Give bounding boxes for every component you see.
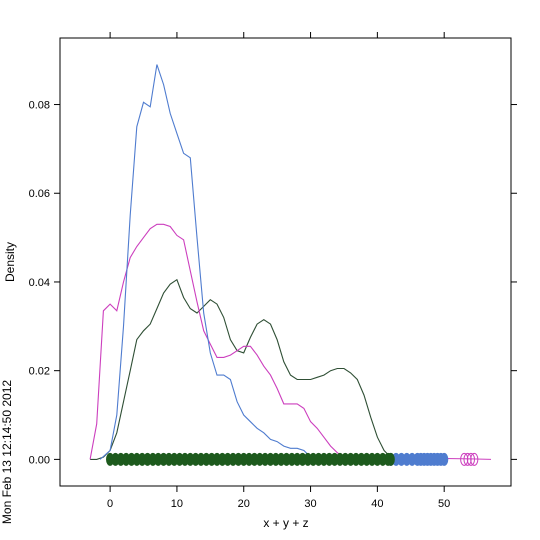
rug-point — [466, 452, 476, 466]
y-tick-label: 0.08 — [29, 100, 50, 112]
timestamp-label: Mon Feb 13 12:14:50 2012 — [0, 380, 14, 524]
y-tick-label: 0.00 — [29, 454, 50, 466]
x-tick-label: 50 — [438, 498, 450, 510]
rug-point — [463, 452, 472, 466]
x-tick-label: 20 — [238, 498, 250, 510]
y-tick-label: 0.06 — [29, 188, 50, 200]
rug-point — [470, 452, 479, 466]
rug-point — [460, 452, 469, 466]
y-tick-label: 0.02 — [29, 366, 50, 378]
rug-layer — [106, 452, 479, 466]
y-tick-label: 0.04 — [29, 277, 50, 289]
x-tick-label: 0 — [107, 498, 113, 510]
x-tick-label: 10 — [171, 498, 183, 510]
plot-frame — [59, 37, 512, 487]
density-line — [99, 64, 311, 460]
rug-point — [386, 452, 395, 466]
series-layer — [89, 64, 492, 460]
y-axis-label: Density — [3, 242, 17, 282]
x-axis-label: x + y + z — [263, 516, 308, 530]
density-line — [89, 223, 351, 460]
x-tick-label: 40 — [371, 498, 383, 510]
x-tick-label: 30 — [304, 498, 316, 510]
rug-point — [440, 452, 449, 466]
density-line — [90, 278, 398, 460]
axis-layer: 0 10 20 30 40 50 0.00 0.02 0.04 0.06 0.08 — [29, 32, 517, 510]
